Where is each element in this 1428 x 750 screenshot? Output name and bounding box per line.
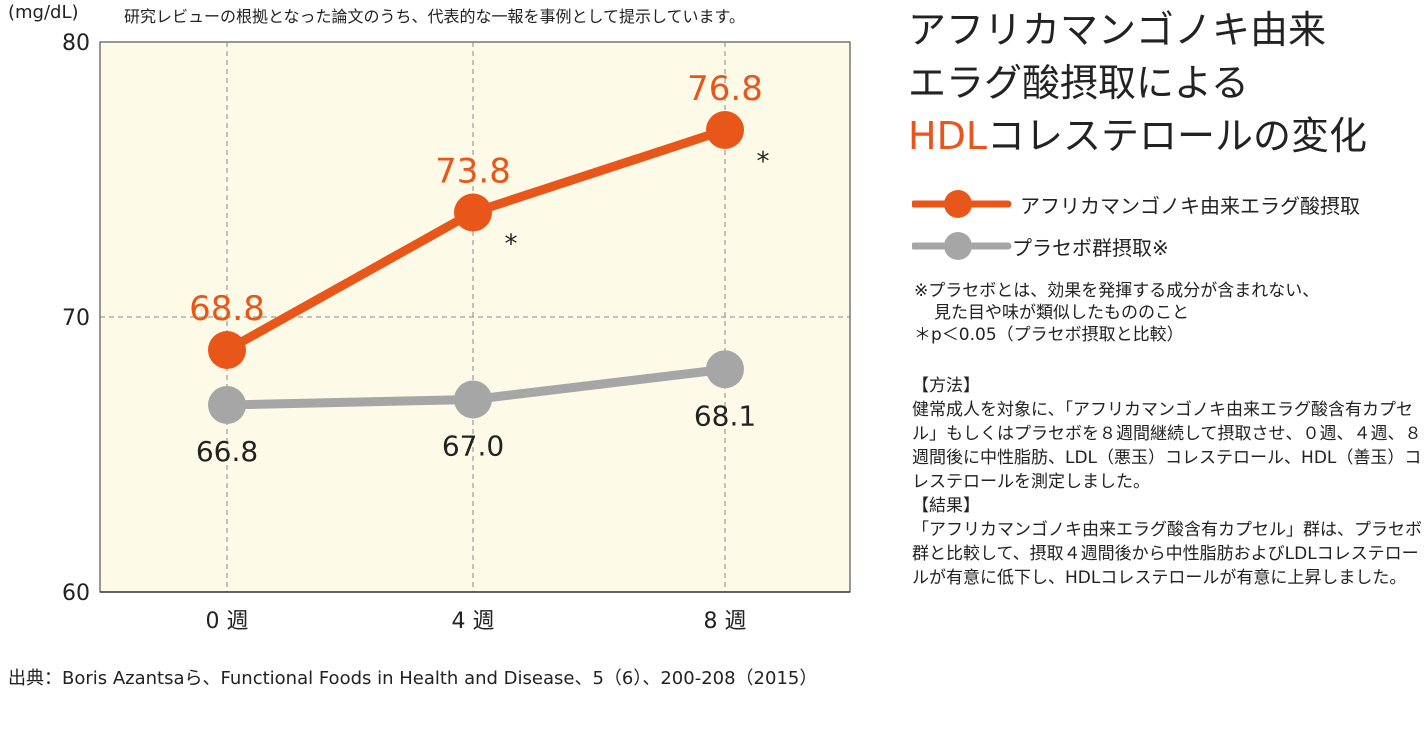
- title-line-2: エラグ酸摂取による: [908, 61, 1249, 105]
- x-tick-label: 8 週: [704, 609, 747, 634]
- data-point: [208, 386, 246, 424]
- data-label: 66.8: [196, 435, 258, 468]
- method-heading: 【方法】: [912, 376, 980, 396]
- title-line-3: HDLコレステロールの変化: [908, 110, 1367, 163]
- title-highlight: HDL: [908, 114, 988, 158]
- y-tick-label: 60: [62, 581, 90, 606]
- data-point: [208, 331, 246, 369]
- data-label: 73.8: [435, 152, 511, 192]
- significance-mark: *: [505, 230, 518, 260]
- legend-label-placebo: プラセボ群摂取※: [1012, 236, 1169, 260]
- significance-mark: *: [757, 147, 770, 177]
- data-point: [454, 193, 492, 232]
- data-label: 68.8: [189, 289, 265, 329]
- title-line-1: アフリカマンゴノキ由来: [908, 8, 1327, 52]
- line-chart: 60 70 80 0 週 4 週 8 週 68.8 73.8 * 76.8 * 66.8 67.0 68.…: [62, 31, 851, 634]
- placebo-note-1: ※プラセボとは、効果を発揮する成分が含まれない、: [914, 281, 1320, 301]
- data-point: [706, 350, 744, 389]
- title-line-3-rest: コレステロールの変化: [987, 114, 1368, 158]
- significance-note: ＊p＜0.05（プラセボ摂取と比較）: [914, 325, 1184, 345]
- legend-label-elagic: アフリカマンゴノキ由来エラグ酸摂取: [1020, 194, 1360, 218]
- data-label: 76.8: [687, 69, 763, 109]
- result-heading: 【結果】: [912, 496, 980, 516]
- data-point: [706, 111, 744, 149]
- top-note: 研究レビューの根拠となった論文のうち、代表的な一報を事例として提示しています。: [124, 7, 745, 26]
- y-axis-unit: (mg/dL): [8, 2, 79, 23]
- chart-title: アフリカマンゴノキ由来 エラグ酸摂取による HDLコレステロールの変化: [908, 4, 1367, 163]
- legend-swatch-gray: [912, 232, 1012, 260]
- x-tick-label: 0 週: [206, 609, 249, 634]
- legend-item-elagic: アフリカマンゴノキ由来エラグ酸摂取: [912, 186, 1428, 222]
- data-label: 67.0: [442, 430, 504, 463]
- x-tick-label: 4 週: [452, 609, 495, 634]
- legend-item-placebo: プラセボ群摂取※: [912, 228, 1312, 264]
- legend-swatch-orange: [912, 190, 1012, 218]
- source-citation: 出典：Boris Azantsaら、Functional Foods in He…: [8, 668, 818, 689]
- placebo-note-2: 見た目や味が類似したもののこと: [934, 303, 1189, 323]
- result-text: 「アフリカマンゴノキ由来エラグ酸含有カプセル」群は、プラセボ群と比較して、摂取４…: [912, 520, 1422, 588]
- y-tick-label: 70: [62, 306, 90, 331]
- method-text: 健常成人を対象に、「アフリカマンゴノキ由来エラグ酸含有カプセル」もしくはプラセボ…: [912, 400, 1422, 492]
- footnotes: ※プラセボとは、効果を発揮する成分が含まれない、 見た目や味が類似したもののこと…: [914, 280, 1319, 346]
- method-results: 【方法】 健常成人を対象に、「アフリカマンゴノキ由来エラグ酸含有カプセル」もしく…: [912, 374, 1422, 590]
- y-tick-label: 80: [62, 31, 90, 56]
- data-point: [454, 380, 492, 419]
- data-label: 68.1: [694, 399, 756, 432]
